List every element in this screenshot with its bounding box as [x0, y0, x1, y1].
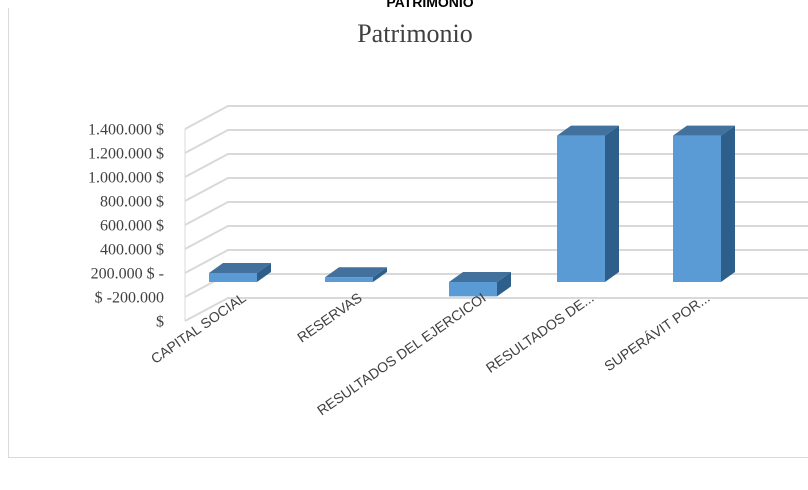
bar-side	[721, 126, 735, 282]
gridline	[185, 298, 808, 321]
y-tick-label: 1.400.000 $	[88, 122, 164, 139]
y-tick-label: $ -200.000	[95, 290, 164, 307]
bar-front	[673, 136, 721, 282]
bar	[673, 126, 735, 282]
y-tick-label: 1.200.000 $	[88, 146, 164, 163]
y-tick-label: 1.000.000 $	[88, 170, 164, 187]
gridline	[185, 106, 808, 129]
bar-front	[209, 273, 257, 282]
bar	[325, 267, 387, 282]
y-tick-label: 600.000 $	[100, 218, 164, 235]
bar-front	[325, 277, 373, 282]
bar	[209, 263, 271, 282]
chart-title: Patrimonio	[357, 19, 473, 48]
y-tick-label: 200.000 $ -	[91, 266, 164, 283]
bar-front	[557, 136, 605, 282]
y-tick-label: 800.000 $	[100, 194, 164, 211]
bar	[557, 126, 619, 282]
y-tick-label: 400.000 $	[100, 242, 164, 259]
x-tick-label: RESULTADOS DE...	[483, 289, 597, 375]
x-tick-label: SUPERÁVIT POR...	[601, 289, 713, 374]
y-tick-label: $	[156, 314, 164, 331]
bar-side	[605, 126, 619, 282]
